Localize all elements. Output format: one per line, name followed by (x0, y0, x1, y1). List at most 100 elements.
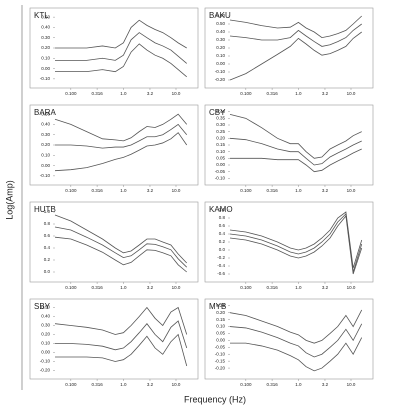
y-tick-label: -0.15 (215, 358, 226, 363)
x-tick-label: 0.316 (266, 382, 278, 387)
x-tick-label: 3.2 (147, 382, 154, 387)
x-tick-label: 0.100 (65, 382, 77, 387)
y-tick-label: 0.20 (216, 310, 225, 315)
y-tick-label: 0.15 (216, 142, 225, 147)
x-tick-label: 10.0 (172, 188, 181, 193)
y-tick-label: 0.00 (41, 66, 50, 71)
y-tick-label: 0.30 (216, 122, 225, 127)
x-tick-label: 3.2 (322, 188, 329, 193)
y-tick-label: 0.2 (44, 257, 51, 262)
series-line (230, 337, 363, 372)
y-tick-label: 0.8 (44, 221, 51, 226)
x-tick-label: 0.100 (240, 188, 252, 193)
y-tick-label: 0.00 (216, 338, 225, 343)
panel-title: MYB (209, 302, 226, 311)
x-axis-label: Frequency (Hz) (184, 394, 246, 404)
y-tick-label: 0.15 (216, 317, 225, 322)
y-tick-label: 0.50 (41, 14, 50, 19)
y-tick-label: -0.10 (215, 351, 226, 356)
x-tick-label: 0.100 (65, 188, 77, 193)
x-tick-label: 3.2 (322, 285, 329, 290)
y-tick-label: 0.6 (44, 233, 51, 238)
series-line (55, 32, 187, 64)
x-tick-label: 3.2 (147, 188, 154, 193)
series-line (54, 132, 188, 172)
y-tick-label: 0.10 (216, 149, 225, 154)
y-tick-label: 0.20 (41, 142, 50, 147)
x-tick-label: 1.0 (120, 188, 127, 193)
y-tick-label: 1.0 (219, 207, 226, 212)
panel-title: BARA (34, 108, 56, 117)
y-tick-label: 0.25 (216, 303, 225, 308)
x-tick-label: 0.316 (266, 188, 278, 193)
y-tick-label: -0.05 (215, 344, 226, 349)
x-tick-label: 0.316 (91, 382, 103, 387)
y-tick-label: 0.25 (216, 129, 225, 134)
x-tick-label: 10.0 (347, 188, 356, 193)
series-line (229, 213, 363, 273)
x-tick-label: 3.2 (322, 91, 329, 96)
series-line (55, 43, 187, 78)
series-line (55, 123, 188, 149)
panel-frame (29, 7, 199, 89)
series-line (54, 236, 187, 273)
x-tick-label: 1.0 (295, 91, 302, 96)
y-tick-label: 0.50 (41, 111, 50, 116)
y-tick-label: 0.40 (41, 122, 50, 127)
series-line (229, 323, 363, 358)
x-tick-label: 10.0 (347, 91, 356, 96)
x-tick-label: 0.100 (240, 285, 252, 290)
y-tick-label: 0.00 (41, 350, 50, 355)
series-line (229, 137, 362, 166)
y-tick-label: 0.20 (41, 332, 50, 337)
y-tick-label: -0.10 (215, 69, 226, 74)
y-tick-label: 0.40 (216, 29, 225, 34)
x-tick-label: 1.0 (120, 382, 127, 387)
y-tick-label: 0.2 (219, 239, 226, 244)
y-tick-label: 0.35 (216, 116, 225, 121)
panel-frame (204, 298, 374, 380)
x-tick-label: 1.0 (120, 91, 127, 96)
y-tick-label: 0.30 (216, 37, 225, 42)
y-tick-label: 0.40 (41, 314, 50, 319)
panel-title: SBY (34, 302, 51, 311)
series-line (55, 333, 188, 367)
series-line (54, 226, 188, 268)
y-tick-label: -0.20 (215, 77, 226, 82)
y-tick-label: 0.50 (216, 21, 225, 26)
x-tick-label: 0.100 (65, 285, 77, 290)
x-tick-label: 1.0 (295, 382, 302, 387)
y-tick-label: 0.20 (41, 45, 50, 50)
x-tick-label: 0.100 (240, 382, 252, 387)
series-line (229, 23, 362, 47)
y-tick-label: -0.4 (217, 263, 225, 268)
panel-frame (29, 201, 199, 283)
y-tick-label: 1.0 (44, 209, 51, 214)
y-tick-label: 0.50 (41, 305, 50, 310)
x-tick-label: 1.0 (295, 188, 302, 193)
series-line (54, 113, 188, 142)
y-tick-label: 0.6 (219, 223, 226, 228)
y-tick-label: -0.05 (215, 169, 226, 174)
y-tick-label: -0.6 (217, 271, 225, 276)
x-tick-label: 0.316 (266, 285, 278, 290)
series-line (54, 214, 188, 264)
y-tick-label: -0.10 (40, 173, 51, 178)
y-tick-label: 0.05 (216, 331, 225, 336)
x-tick-label: 10.0 (172, 91, 181, 96)
y-tick-label: 0.00 (216, 61, 225, 66)
series-line (229, 215, 363, 275)
y-tick-label: 0.40 (216, 109, 225, 114)
x-tick-label: 0.316 (266, 91, 278, 96)
y-tick-label: 0.10 (41, 55, 50, 60)
y-tick-label: 0.30 (41, 35, 50, 40)
series-line (229, 309, 363, 344)
series-line (229, 15, 363, 39)
y-tick-label: 0.10 (41, 152, 50, 157)
panel-frame (29, 298, 199, 380)
series-line (230, 148, 362, 173)
y-tick-label: 0.10 (216, 53, 225, 58)
x-tick-label: 10.0 (172, 285, 181, 290)
x-tick-label: 0.316 (91, 285, 103, 290)
